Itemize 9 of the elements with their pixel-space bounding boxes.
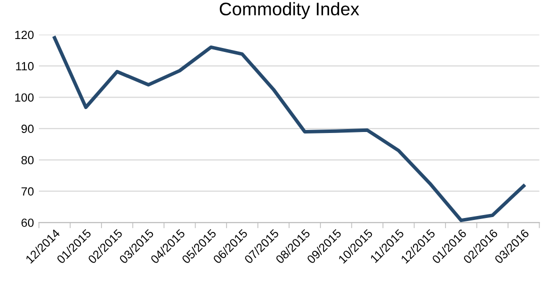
y-tick-label: 120 [15, 30, 34, 40]
y-tick-label: 100 [15, 93, 34, 102]
y-tick-label: 70 [22, 187, 34, 196]
y-tick-label: 60 [22, 218, 34, 227]
y-tick-label: 90 [21, 124, 34, 133]
y-tick-label: 110 [16, 62, 34, 70]
line-series [52, 36, 526, 222]
y-tick-label: 80 [21, 156, 34, 164]
chart-title: Commodity Index [220, 2, 360, 19]
